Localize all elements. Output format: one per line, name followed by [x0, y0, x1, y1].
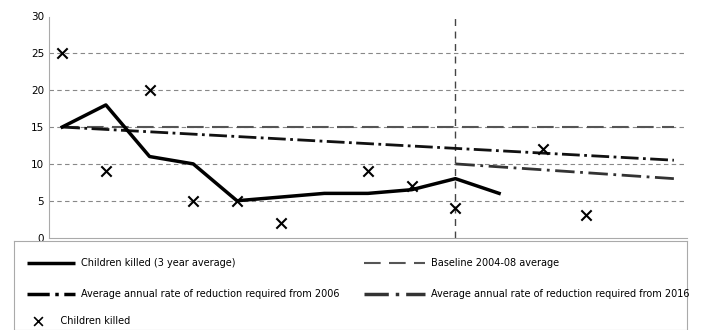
Point [275, 220, 286, 225]
Point [406, 183, 417, 189]
Point [362, 169, 374, 174]
Point [57, 51, 68, 56]
Text: Average annual rate of reduction required from 2016: Average annual rate of reduction require… [431, 289, 690, 299]
Point [581, 213, 592, 218]
Text: Children killed (3 year average): Children killed (3 year average) [81, 258, 236, 268]
Point [100, 169, 111, 174]
Point [450, 206, 461, 211]
Text: Children killed: Children killed [48, 316, 130, 326]
Point [231, 198, 243, 203]
Text: Baseline 2004-08 average: Baseline 2004-08 average [431, 258, 559, 268]
Point [32, 318, 43, 324]
Point [188, 198, 199, 203]
Text: Average annual rate of reduction required from 2006: Average annual rate of reduction require… [81, 289, 340, 299]
Point [144, 87, 155, 93]
Point [537, 147, 548, 152]
